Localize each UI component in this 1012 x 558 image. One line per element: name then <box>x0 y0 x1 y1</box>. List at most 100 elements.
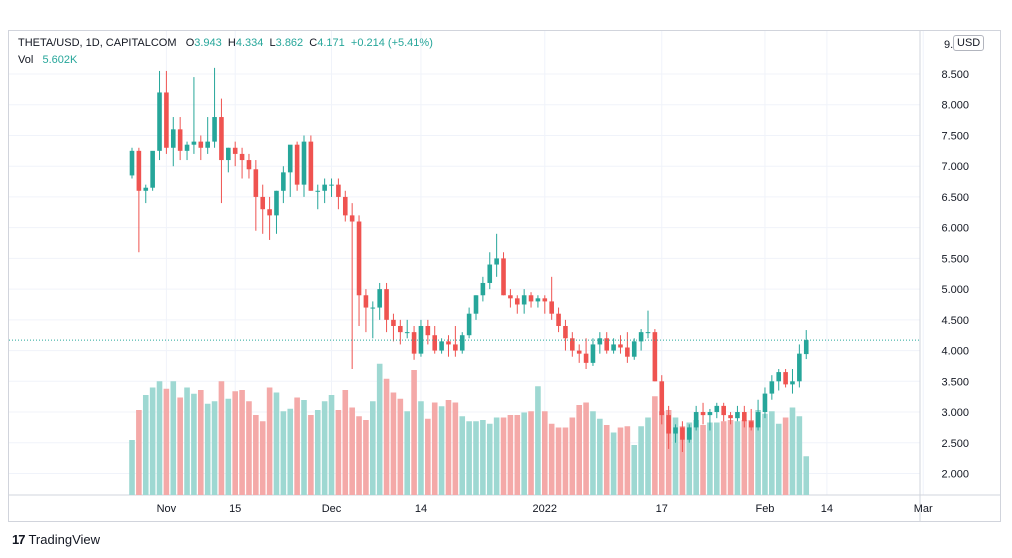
volume-bar <box>204 403 211 495</box>
currency-badge[interactable]: USD <box>953 35 985 51</box>
candle-body <box>274 190 279 216</box>
candle-body <box>528 295 534 302</box>
volume-bar <box>741 420 748 495</box>
y-tick-label: 7.500 <box>941 130 969 142</box>
candle-body <box>232 147 238 154</box>
volume-value: 5.602K <box>42 54 78 66</box>
volume-bar <box>259 421 266 495</box>
candle-body <box>700 412 706 416</box>
volume-bar <box>672 417 679 495</box>
volume-bar <box>280 411 287 495</box>
volume-bar <box>370 401 376 495</box>
candle-body <box>301 141 307 185</box>
candle-body <box>501 258 506 296</box>
y-tick-label: 5.000 <box>941 284 969 296</box>
candle-body <box>315 190 321 192</box>
candle-body <box>590 344 596 363</box>
volume-bar <box>404 411 410 495</box>
candle-body <box>404 332 410 334</box>
volume-bar <box>163 388 170 495</box>
candle-body <box>776 372 782 382</box>
y-tick-label: 8.500 <box>941 69 969 81</box>
candle-body <box>659 381 665 416</box>
chart-frame[interactable] <box>8 30 1001 522</box>
candle-body <box>790 381 795 385</box>
y-tick-label: 6.000 <box>941 223 969 235</box>
volume-bar <box>218 381 225 495</box>
volume-bar <box>707 422 713 495</box>
candle-body <box>611 344 616 351</box>
volume-bar <box>266 387 273 495</box>
candle-body <box>391 319 396 326</box>
volume-bar <box>363 420 369 495</box>
volume-bar <box>308 415 314 495</box>
volume-bar <box>535 386 541 495</box>
x-tick-label: Dec <box>322 503 342 515</box>
volume-bar <box>287 408 294 495</box>
candle-body <box>521 295 527 305</box>
volume-bar <box>480 420 486 495</box>
candle-body <box>604 338 610 351</box>
candle-body <box>384 289 389 320</box>
candle-body <box>783 372 788 385</box>
volume-bar <box>521 412 527 495</box>
candle-body <box>439 341 444 351</box>
volume-bar <box>789 407 796 495</box>
volume-bar <box>486 423 493 495</box>
volume-bar <box>590 411 596 495</box>
close-value: 4.171 <box>317 37 345 49</box>
volume-bar <box>617 427 624 495</box>
open-value: 3.943 <box>194 37 222 49</box>
candle-body <box>542 298 548 302</box>
candle-body <box>473 295 479 314</box>
candle-body <box>136 150 142 191</box>
volume-bar <box>418 401 424 495</box>
candle-body <box>570 338 575 351</box>
volume-legend: Vol 5.602K <box>18 54 77 66</box>
candle-body <box>239 153 245 161</box>
candle-body <box>129 150 135 176</box>
candle-body <box>680 427 685 440</box>
candle-body <box>797 353 802 382</box>
volume-bar <box>425 418 431 495</box>
volume-bar <box>576 405 582 495</box>
candle-body <box>398 325 403 333</box>
volume-bar <box>679 426 686 495</box>
candle-body <box>494 258 499 265</box>
candle-body <box>556 313 561 326</box>
brand-name: TradingView <box>28 532 101 547</box>
candle-body <box>432 335 438 351</box>
candle-body <box>205 141 210 148</box>
volume-bar <box>555 427 562 495</box>
volume-bar <box>376 363 383 495</box>
x-tick-label: Feb <box>755 503 774 515</box>
candle-body <box>583 353 589 363</box>
volume-bar <box>431 402 438 495</box>
y-tick-label: 2.500 <box>941 438 969 450</box>
candle-body <box>597 338 603 345</box>
volume-bar <box>514 415 521 495</box>
x-tick-label: 15 <box>229 503 241 515</box>
volume-bar <box>782 417 789 495</box>
candle-body <box>219 117 224 161</box>
candle-body <box>625 347 630 357</box>
candle-body <box>170 129 176 148</box>
volume-bar <box>225 398 232 495</box>
volume-bar <box>610 432 617 495</box>
candle-body <box>377 289 382 308</box>
volume-bar <box>755 410 761 495</box>
volume-bar <box>500 417 507 495</box>
tradingview-brand[interactable]: 17 TradingView <box>12 532 100 547</box>
volume-bar <box>466 421 472 495</box>
volume-bar <box>569 417 576 495</box>
volume-bar <box>273 392 280 495</box>
candle-body <box>735 412 740 419</box>
volume-bar <box>294 397 300 495</box>
candle-body <box>446 341 451 345</box>
low-label: L <box>269 37 276 49</box>
close-label: C <box>309 37 318 49</box>
candle-body <box>253 169 259 197</box>
symbol-label[interactable]: THETA/USD, 1D, CAPITALCOM <box>18 37 177 49</box>
candle-body <box>652 332 658 382</box>
